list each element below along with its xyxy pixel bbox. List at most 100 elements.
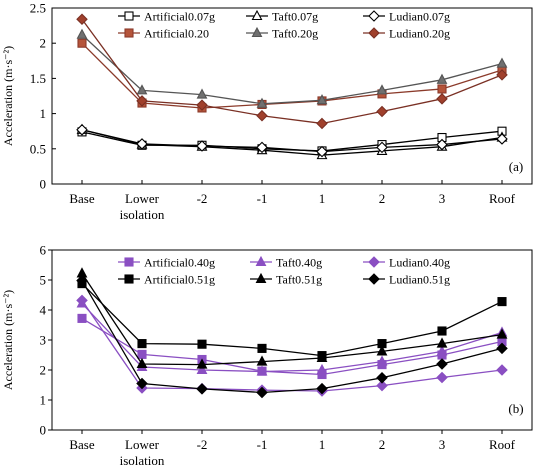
x-tick-line: -2 [197, 191, 208, 206]
x-tick-label: -1 [257, 191, 268, 206]
data-point [196, 88, 208, 99]
series-line [81, 129, 503, 153]
data-point [436, 358, 448, 370]
panel-label: (b) [508, 401, 523, 416]
x-tick-line: Base [69, 191, 95, 206]
y-tick-label: 1 [40, 393, 47, 408]
data-point [256, 365, 268, 376]
data-point [436, 73, 448, 84]
y-tick-label: 3 [40, 333, 47, 348]
data-point [76, 294, 88, 307]
x-tick-line: -2 [197, 437, 208, 452]
legend-marker [368, 10, 380, 22]
series-line [81, 273, 503, 366]
chart-panel-b: 0 1 2 3 4 5 6 Base Lower isolation -2 -1 1 2 3 Roof Acce… [1, 243, 533, 468]
legend-entry: Artificial0.40g [144, 256, 215, 270]
x-tick-line: 3 [439, 437, 446, 452]
series-line [81, 129, 503, 156]
legend-marker [368, 273, 380, 285]
data-point [496, 69, 508, 81]
data-point [497, 297, 507, 307]
data-point [436, 337, 448, 348]
data-point [496, 342, 508, 355]
x-tick-label: Roof [489, 437, 516, 452]
legend-entry: Taft0.51g [276, 273, 322, 287]
series-line [81, 18, 503, 125]
data-point [437, 326, 447, 336]
y-tick-label: 5 [40, 273, 47, 288]
legend-entry: Ludian0.20g [389, 27, 450, 41]
x-tick-label: Lower isolation [120, 191, 165, 222]
data-point [137, 349, 147, 359]
data-point [136, 95, 148, 107]
legend-entry: Ludian0.07g [389, 10, 450, 24]
data-point [376, 105, 388, 118]
data-point [197, 339, 207, 349]
x-tick-line: Base [69, 437, 95, 452]
x-tick-line: isolation [120, 207, 165, 222]
data-point [256, 97, 268, 108]
data-point [77, 38, 87, 48]
data-point [496, 328, 508, 339]
plot-frame [51, 7, 533, 185]
legend-entry: Ludian0.51g [389, 273, 450, 287]
x-tick-line: Lower [125, 437, 160, 452]
x-tick-label: Roof [489, 191, 516, 206]
x-tick-line: 3 [439, 191, 446, 206]
y-tick-label: 1 [40, 106, 47, 121]
data-point [376, 372, 388, 384]
legend-marker [251, 26, 263, 38]
data-point [196, 363, 208, 375]
data-point [256, 109, 268, 122]
data-point [376, 379, 388, 392]
data-point [316, 351, 328, 363]
data-point [196, 358, 208, 369]
legend-marker [255, 255, 267, 267]
x-tick-line: 1 [319, 191, 326, 206]
data-point [136, 84, 148, 95]
data-point [257, 343, 267, 353]
data-point [256, 386, 268, 399]
data-point [436, 371, 448, 384]
data-point [496, 133, 508, 145]
legend-entry: Taft0.20g [272, 27, 318, 41]
data-point [76, 28, 88, 39]
x-tick-line: Roof [489, 437, 516, 452]
y-tick-label: 4 [40, 303, 47, 318]
series-line [81, 280, 503, 394]
data-point [436, 138, 448, 151]
y-tick-label: 6 [40, 243, 47, 258]
data-point [76, 124, 88, 136]
series-line [81, 302, 503, 373]
x-tick-label: 1 [319, 191, 326, 206]
data-point [376, 355, 388, 366]
x-tick-line: Lower [125, 191, 160, 206]
data-point [196, 383, 208, 395]
y-tick-label: 1.5 [30, 71, 46, 86]
chart-panel-a: 0 0.5 1 1.5 2 2.5 Base Lower isolation -2 -1 1 2 3 Roo… [1, 1, 533, 222]
data-point [496, 57, 508, 68]
data-point [496, 364, 508, 376]
y-axis-label: Acceleration (m·s⁻²) [1, 290, 15, 390]
panel-label: (a) [509, 159, 523, 174]
data-point [316, 145, 328, 158]
series-line [81, 283, 503, 357]
x-tick-line: isolation [120, 453, 165, 468]
x-tick-label: 2 [379, 191, 386, 206]
x-tick-line: 2 [379, 191, 386, 206]
x-tick-label: Lower isolation [120, 437, 165, 468]
x-tick-label: Base [69, 191, 95, 206]
x-tick-line: 1 [319, 437, 326, 452]
data-point [256, 355, 268, 366]
legend-entry: Artificial0.20 [144, 27, 209, 41]
legend-entry: Taft0.07g [272, 10, 318, 24]
y-tick-label: 0 [40, 423, 47, 438]
x-tick-label: -1 [257, 437, 268, 452]
data-point [136, 357, 148, 369]
data-point [136, 377, 148, 390]
data-point [376, 345, 388, 356]
data-point [376, 141, 388, 154]
legend-marker [368, 27, 380, 39]
data-point [436, 345, 448, 356]
